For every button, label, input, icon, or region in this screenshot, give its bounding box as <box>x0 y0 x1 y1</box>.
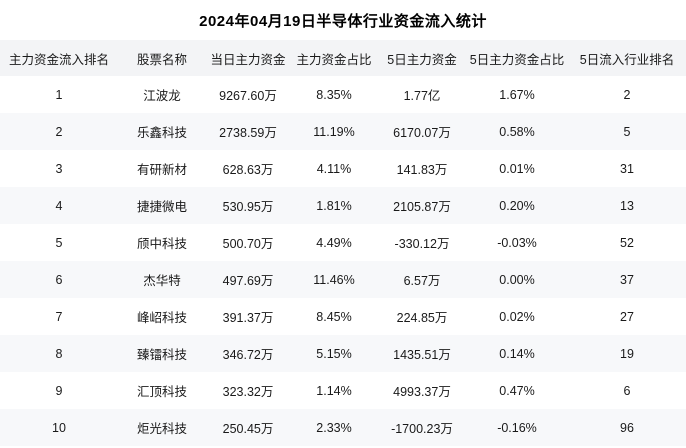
table-cell: 628.63万 <box>206 150 290 187</box>
table-cell: 1 <box>0 76 118 113</box>
table-cell: 391.37万 <box>206 298 290 335</box>
table-cell: 141.83万 <box>378 150 466 187</box>
table-cell: 10 <box>0 409 118 446</box>
table-cell: 11.46% <box>290 261 378 298</box>
table-row: 9 汇顶科技 323.32万 1.14% 4993.37万 0.47% 6 <box>0 372 686 409</box>
table-cell: 1.77亿 <box>378 76 466 113</box>
table-cell: 6 <box>568 372 686 409</box>
table-cell: 224.85万 <box>378 298 466 335</box>
table-cell: 27 <box>568 298 686 335</box>
table-row: 3 有研新材 628.63万 4.11% 141.83万 0.01% 31 <box>0 150 686 187</box>
table-row: 1 江波龙 9267.60万 8.35% 1.77亿 1.67% 2 <box>0 76 686 113</box>
table-cell: 江波龙 <box>118 76 206 113</box>
table-body: 1 江波龙 9267.60万 8.35% 1.77亿 1.67% 2 2 乐鑫科技 2738.59… <box>0 76 686 446</box>
column-header-5day-funds-ratio: 5日主力资金占比 <box>466 40 568 76</box>
table-cell: -330.12万 <box>378 224 466 261</box>
table-cell: 6.57万 <box>378 261 466 298</box>
table-cell: 96 <box>568 409 686 446</box>
table-cell: -0.03% <box>466 224 568 261</box>
table-cell: 4.11% <box>290 150 378 187</box>
table-cell: 汇顶科技 <box>118 372 206 409</box>
table-cell: 13 <box>568 187 686 224</box>
page-title: 2024年04月19日半导体行业资金流入统计 <box>199 12 487 30</box>
column-header-5day-industry-rank: 5日流入行业排名 <box>568 40 686 76</box>
table-cell: 6170.07万 <box>378 113 466 150</box>
table-cell: 250.45万 <box>206 409 290 446</box>
table-cell: 9 <box>0 372 118 409</box>
table-row: 8 臻镭科技 346.72万 5.15% 1435.51万 0.14% 19 <box>0 335 686 372</box>
table-cell: 0.02% <box>466 298 568 335</box>
table-row: 6 杰华特 497.69万 11.46% 6.57万 0.00% 37 <box>0 261 686 298</box>
table-cell: 8.35% <box>290 76 378 113</box>
table-cell: 2 <box>568 76 686 113</box>
table-row: 5 颀中科技 500.70万 4.49% -330.12万 -0.03% 52 <box>0 224 686 261</box>
table-cell: 7 <box>0 298 118 335</box>
table-cell: 4.49% <box>290 224 378 261</box>
table-cell: 乐鑫科技 <box>118 113 206 150</box>
table-cell: 0.00% <box>466 261 568 298</box>
table-cell: 1.81% <box>290 187 378 224</box>
table-cell: 500.70万 <box>206 224 290 261</box>
table-header: 主力资金流入排名 股票名称 当日主力资金 主力资金占比 5日主力资金 5日主力资… <box>0 40 686 76</box>
table-cell: 52 <box>568 224 686 261</box>
table-cell: 19 <box>568 335 686 372</box>
fund-flow-table: 主力资金流入排名 股票名称 当日主力资金 主力资金占比 5日主力资金 5日主力资… <box>0 40 686 446</box>
table-cell: 5 <box>0 224 118 261</box>
table-row: 2 乐鑫科技 2738.59万 11.19% 6170.07万 0.58% 5 <box>0 113 686 150</box>
table-row: 4 捷捷微电 530.95万 1.81% 2105.87万 0.20% 13 <box>0 187 686 224</box>
table-cell: 0.14% <box>466 335 568 372</box>
table-cell: 5.15% <box>290 335 378 372</box>
table-cell: 530.95万 <box>206 187 290 224</box>
table-cell: 捷捷微电 <box>118 187 206 224</box>
table-cell: 1.67% <box>466 76 568 113</box>
table-cell: 6 <box>0 261 118 298</box>
table-cell: 8.45% <box>290 298 378 335</box>
table-cell: 497.69万 <box>206 261 290 298</box>
table-cell: 11.19% <box>290 113 378 150</box>
table-cell: 323.32万 <box>206 372 290 409</box>
table-cell: 4 <box>0 187 118 224</box>
column-header-stock-name: 股票名称 <box>118 40 206 76</box>
table-cell: 颀中科技 <box>118 224 206 261</box>
table-cell: 1435.51万 <box>378 335 466 372</box>
table-cell: 2105.87万 <box>378 187 466 224</box>
table-cell: 0.58% <box>466 113 568 150</box>
table-cell: 31 <box>568 150 686 187</box>
column-header-main-inflow-rank: 主力资金流入排名 <box>0 40 118 76</box>
table-cell: 9267.60万 <box>206 76 290 113</box>
table-cell: 2 <box>0 113 118 150</box>
table-cell: 2738.59万 <box>206 113 290 150</box>
table-cell: 有研新材 <box>118 150 206 187</box>
table-header-row: 主力资金流入排名 股票名称 当日主力资金 主力资金占比 5日主力资金 5日主力资… <box>0 40 686 76</box>
table-cell: 5 <box>568 113 686 150</box>
table-cell: 0.20% <box>466 187 568 224</box>
table-cell: 8 <box>0 335 118 372</box>
table-cell: 1.14% <box>290 372 378 409</box>
column-header-today-main-funds: 当日主力资金 <box>206 40 290 76</box>
table-cell: 4993.37万 <box>378 372 466 409</box>
table-cell: 0.01% <box>466 150 568 187</box>
table-row: 7 峰岹科技 391.37万 8.45% 224.85万 0.02% 27 <box>0 298 686 335</box>
table-row: 10 炬光科技 250.45万 2.33% -1700.23万 -0.16% 96 <box>0 409 686 446</box>
column-header-5day-main-funds: 5日主力资金 <box>378 40 466 76</box>
table-cell: 臻镭科技 <box>118 335 206 372</box>
table-cell: 3 <box>0 150 118 187</box>
table-cell: -0.16% <box>466 409 568 446</box>
table-cell: 37 <box>568 261 686 298</box>
table-cell: 峰岹科技 <box>118 298 206 335</box>
column-header-main-funds-ratio: 主力资金占比 <box>290 40 378 76</box>
table-cell: 346.72万 <box>206 335 290 372</box>
table-cell: 2.33% <box>290 409 378 446</box>
table-cell: 炬光科技 <box>118 409 206 446</box>
table-cell: 杰华特 <box>118 261 206 298</box>
table-cell: 0.47% <box>466 372 568 409</box>
table-cell: -1700.23万 <box>378 409 466 446</box>
